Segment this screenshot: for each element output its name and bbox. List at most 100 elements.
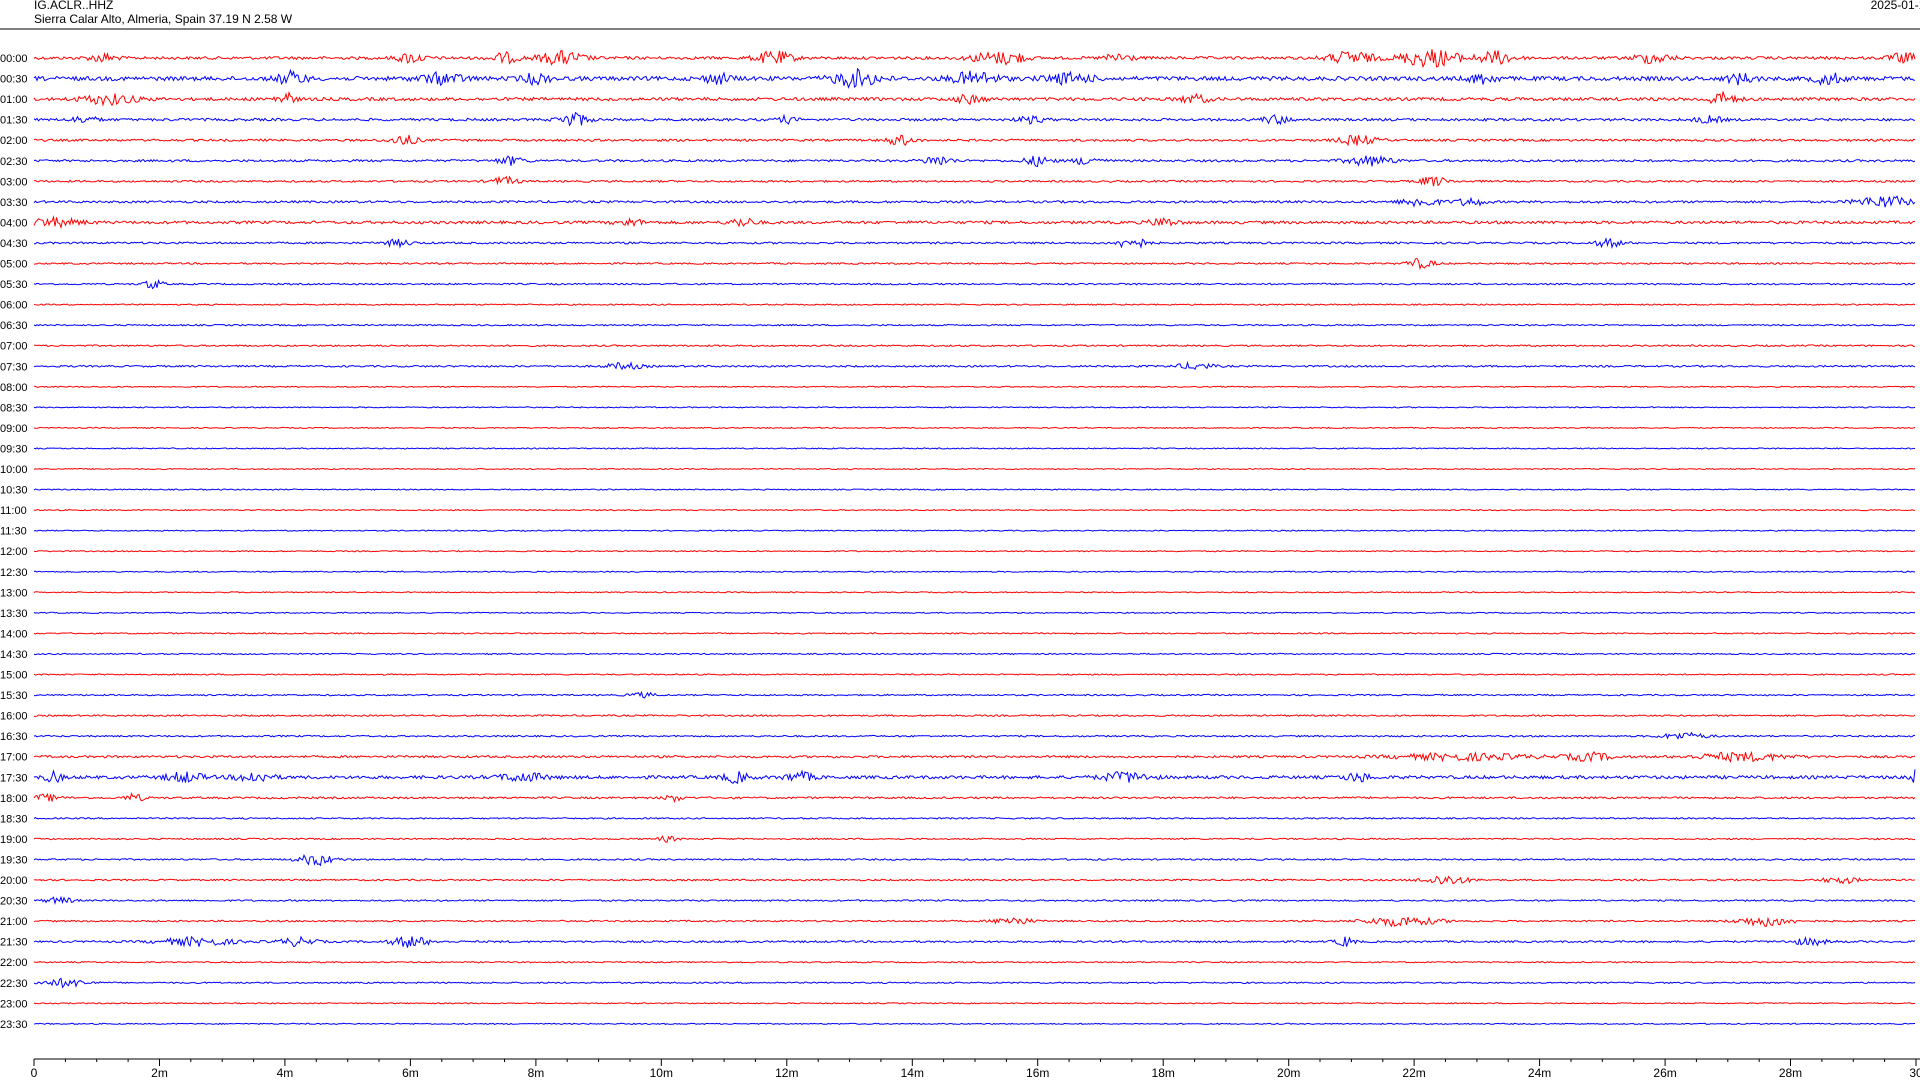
trace-1400 <box>33 632 1916 635</box>
trace-0230 <box>33 154 1916 168</box>
trace-1900 <box>33 835 1916 844</box>
trace-1930 <box>33 854 1916 867</box>
trace-label: 19:30 <box>0 855 28 867</box>
trace-label: 05:30 <box>0 279 28 291</box>
trace-label: 01:00 <box>0 94 28 106</box>
trace-label: 03:30 <box>0 197 28 209</box>
trace-label: 02:30 <box>0 156 28 168</box>
trace-2230 <box>33 977 1915 989</box>
trace-label: 14:30 <box>0 649 28 661</box>
trace-2300 <box>33 1002 1916 1005</box>
trace-1300 <box>33 591 1916 594</box>
trace-1000 <box>33 467 1916 471</box>
trace-1630 <box>33 731 1916 740</box>
trace-label: 15:00 <box>0 670 28 682</box>
trace-label: 00:30 <box>0 74 28 86</box>
trace-2100 <box>33 916 1916 928</box>
trace-label: 17:30 <box>0 772 28 784</box>
trace-label: 22:30 <box>0 978 28 990</box>
trace-0930 <box>33 447 1916 450</box>
trace-label: 05:00 <box>0 259 28 271</box>
plot-date: 2025-01-15 <box>1870 0 1920 12</box>
trace-label: 00:00 <box>0 53 28 65</box>
trace-label: 11:30 <box>0 526 27 538</box>
trace-label: 23:30 <box>0 1019 28 1031</box>
trace-label: 12:30 <box>0 567 28 579</box>
trace-label: 01:30 <box>0 115 28 127</box>
trace-label: 18:30 <box>0 813 28 825</box>
trace-label: 13:00 <box>0 587 28 599</box>
x-tick-label: 30 <box>1909 1066 1920 1080</box>
x-tick-label: 24m <box>1528 1066 1551 1080</box>
x-tick-label: 6m <box>402 1066 419 1080</box>
trace-0000 <box>33 49 1916 69</box>
trace-1030 <box>33 488 1916 491</box>
trace-label: 19:00 <box>0 834 28 846</box>
trace-label: 10:00 <box>0 464 28 476</box>
trace-1230 <box>33 570 1916 573</box>
x-tick-label: 2m <box>151 1066 168 1080</box>
trace-0130 <box>33 111 1916 127</box>
trace-0500 <box>33 257 1916 271</box>
trace-0330 <box>33 195 1916 208</box>
trace-label: 21:00 <box>0 916 28 928</box>
trace-2330 <box>33 1022 1915 1026</box>
trace-label: 22:00 <box>0 957 28 969</box>
trace-label: 11:00 <box>0 505 27 517</box>
trace-label: 07:30 <box>0 361 28 373</box>
trace-0530 <box>33 278 1916 290</box>
x-tick-label: 14m <box>901 1066 924 1080</box>
trace-label: 06:00 <box>0 300 28 312</box>
trace-label: 04:30 <box>0 238 28 250</box>
x-tick-label: 18m <box>1152 1066 1175 1080</box>
traces-group <box>33 49 1916 1026</box>
trace-label: 20:30 <box>0 896 28 908</box>
trace-label: 21:30 <box>0 937 28 949</box>
trace-label: 02:00 <box>0 135 28 147</box>
trace-label: 20:00 <box>0 875 28 887</box>
x-tick-label: 8m <box>528 1066 545 1080</box>
trace-2200 <box>33 960 1916 964</box>
x-tick-label: 26m <box>1653 1066 1676 1080</box>
trace-label: 13:30 <box>0 608 28 620</box>
trace-0900 <box>33 426 1916 430</box>
trace-0730 <box>34 360 1916 371</box>
trace-label: 15:30 <box>0 690 28 702</box>
x-tick-label: 10m <box>650 1066 673 1080</box>
trace-label: 17:00 <box>0 752 28 764</box>
trace-label: 03:00 <box>0 176 28 188</box>
trace-0030 <box>33 67 1916 89</box>
trace-2000 <box>33 875 1916 885</box>
x-tick-label: 28m <box>1779 1066 1802 1080</box>
trace-1500 <box>33 673 1916 676</box>
trace-label: 09:00 <box>0 423 28 435</box>
trace-0430 <box>33 237 1916 250</box>
trace-0400 <box>33 215 1915 230</box>
trace-0630 <box>33 323 1916 327</box>
trace-0200 <box>33 134 1916 147</box>
trace-label: 10:30 <box>0 485 28 497</box>
trace-labels-group: 00:00 00:30 01:00 01:30 02:00 02:30 03:00 03:30… <box>0 53 28 1031</box>
trace-label: 08:30 <box>0 402 28 414</box>
trace-label: 06:30 <box>0 320 28 332</box>
trace-0800 <box>33 385 1916 389</box>
trace-1600 <box>33 714 1916 718</box>
trace-0830 <box>33 406 1916 409</box>
trace-label: 23:00 <box>0 998 28 1010</box>
trace-1530 <box>33 690 1916 699</box>
x-tick-label: 4m <box>277 1066 294 1080</box>
trace-1800 <box>33 792 1916 804</box>
x-tick-label: 12m <box>775 1066 798 1080</box>
trace-0100 <box>33 90 1916 107</box>
trace-2030 <box>33 895 1915 906</box>
trace-1330 <box>33 611 1916 615</box>
x-tick-label: 0 <box>31 1066 38 1080</box>
station-location: Sierra Calar Alto, Almeria, Spain 37.19 … <box>34 12 293 26</box>
trace-1830 <box>33 816 1916 820</box>
trace-2130 <box>33 935 1916 948</box>
trace-1100 <box>33 508 1916 512</box>
x-tick-label: 22m <box>1402 1066 1425 1080</box>
trace-label: 09:30 <box>0 443 28 455</box>
trace-1130 <box>33 529 1916 532</box>
